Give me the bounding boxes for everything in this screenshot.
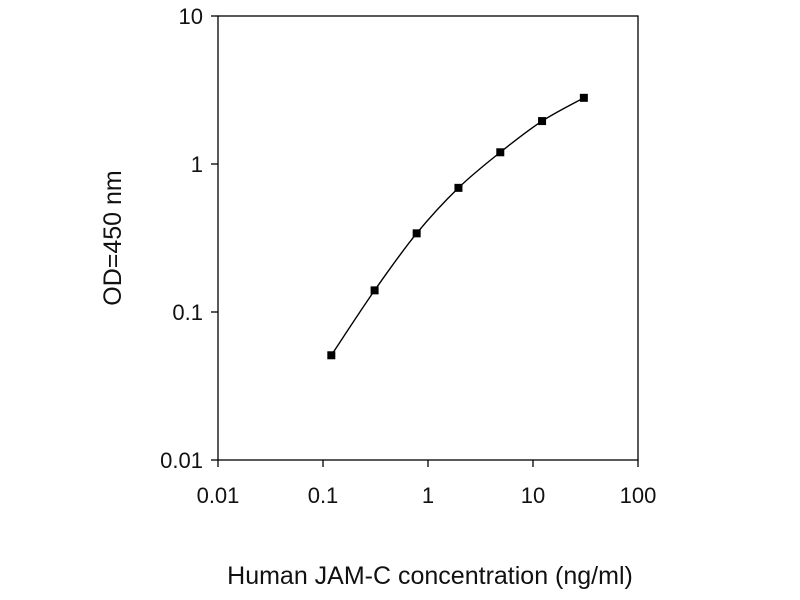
x-tick-label: 10 xyxy=(521,483,545,508)
data-point xyxy=(370,286,379,295)
data-point xyxy=(327,351,336,360)
y-axis-ticks: 0.01 0.1 1 10 xyxy=(160,4,218,473)
data-point xyxy=(579,93,588,102)
plot-area-frame xyxy=(217,15,639,461)
data-point xyxy=(496,148,505,157)
x-axis-label: Human JAM-C concentration (ng/ml) xyxy=(227,562,633,590)
y-tick-label: 0.01 xyxy=(160,448,203,473)
data-point xyxy=(454,183,463,192)
y-axis-label: OD=450 nm xyxy=(99,170,127,306)
x-tick-label: 0.01 xyxy=(197,483,240,508)
x-tick-label: 0.1 xyxy=(308,483,339,508)
x-tick-label: 1 xyxy=(422,483,434,508)
x-tick-label: 100 xyxy=(620,483,657,508)
data-point xyxy=(538,117,547,126)
data-series xyxy=(327,93,588,360)
y-tick-label: 1 xyxy=(191,152,203,177)
y-tick-label: 10 xyxy=(179,4,203,29)
y-tick-label: 0.1 xyxy=(172,300,203,325)
series-line xyxy=(330,97,585,356)
data-point xyxy=(412,229,421,238)
x-axis-ticks: 0.01 0.1 1 10 100 xyxy=(197,460,657,508)
